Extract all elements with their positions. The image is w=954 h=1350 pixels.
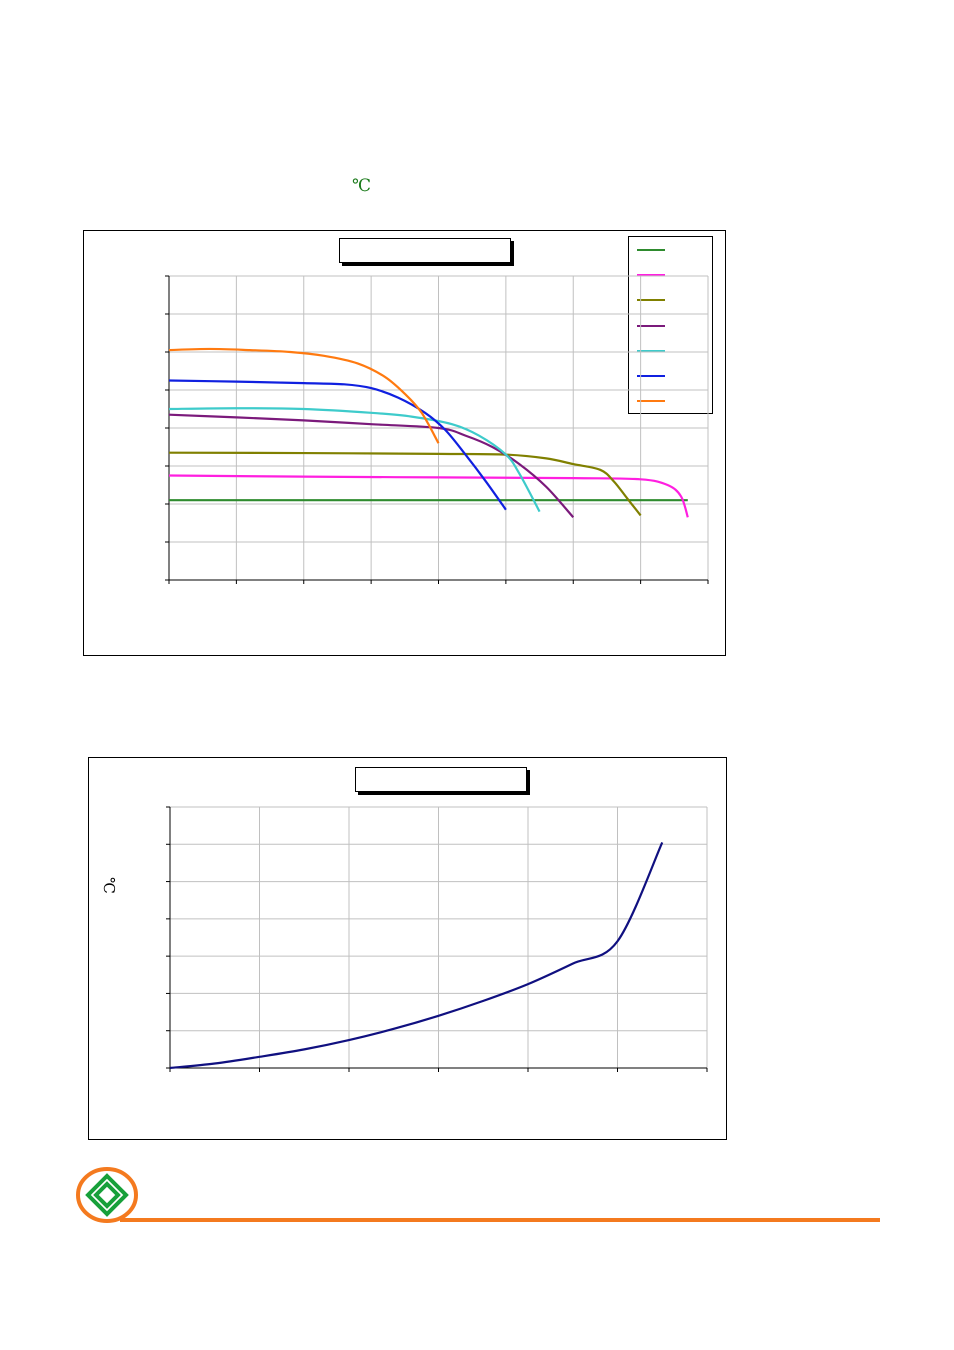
legend-swatch — [637, 350, 665, 352]
legend-item — [637, 345, 707, 357]
chart-1-title — [339, 238, 511, 263]
series-line-1-2 — [168, 474, 689, 518]
series-line-2-1 — [169, 841, 664, 1070]
chart-2-title — [355, 767, 527, 792]
legend-item — [637, 294, 707, 306]
series-line-1-3 — [168, 451, 642, 517]
unit-note: ℃ — [352, 176, 372, 195]
legend-swatch — [637, 325, 665, 327]
legend-item — [637, 269, 707, 281]
company-logo — [76, 1166, 140, 1224]
legend-swatch — [637, 299, 665, 301]
chart-1-legend — [628, 236, 713, 414]
chart-2-frame — [88, 757, 727, 1140]
legend-item — [637, 320, 707, 332]
series-line-1-6 — [168, 379, 507, 511]
legend-item — [637, 395, 707, 407]
legend-item — [637, 244, 707, 256]
chart-1-frame — [83, 230, 726, 656]
legend-swatch — [637, 375, 665, 377]
logo-mark — [76, 1167, 138, 1223]
series-line-1-7 — [168, 347, 440, 444]
footer-rule — [120, 1218, 880, 1222]
legend-swatch — [637, 274, 665, 276]
legend-item — [637, 370, 707, 382]
legend-swatch — [637, 400, 665, 402]
series-line-1-4 — [168, 413, 575, 519]
legend-swatch — [637, 249, 665, 251]
